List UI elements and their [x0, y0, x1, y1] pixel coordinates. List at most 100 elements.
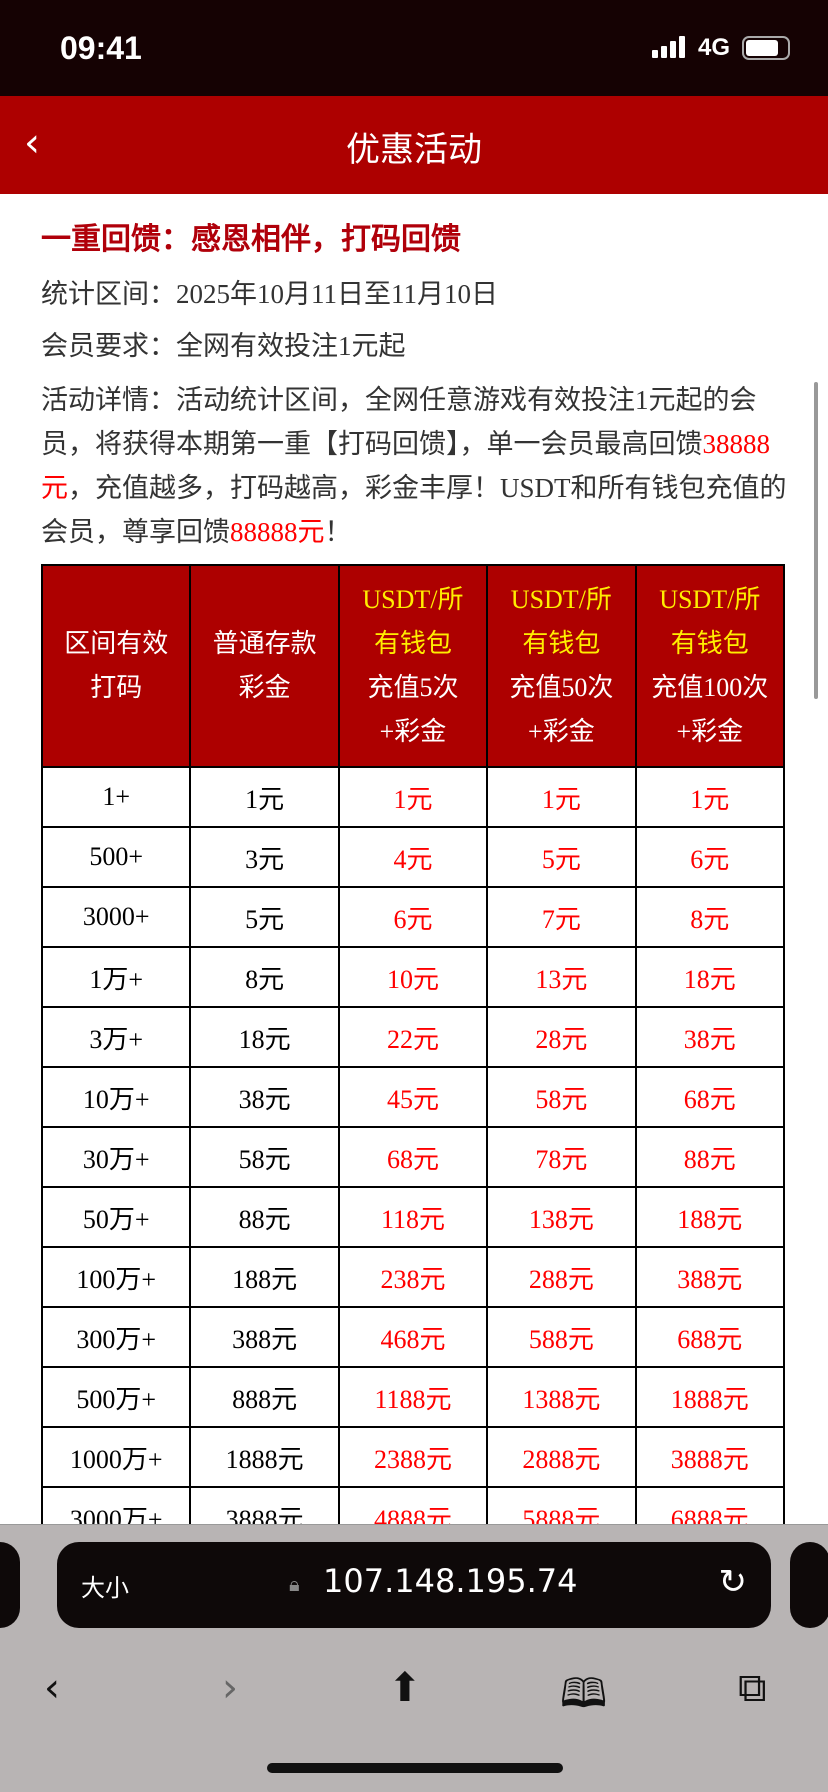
bet-range-cell: 3万+	[40, 1006, 192, 1068]
bonus-cell: 38元	[634, 1006, 786, 1068]
bonus-cell: 138元	[486, 1186, 637, 1248]
url-text[interactable]: 107.148.195.74	[323, 1562, 578, 1600]
bonus-cell: 188元	[189, 1246, 340, 1308]
nav-header: ‹ 优惠活动	[0, 96, 828, 194]
bonus-cell: 2388元	[337, 1426, 489, 1488]
bonus-cell: 238元	[337, 1246, 489, 1308]
bet-range-cell: 500万+	[40, 1366, 192, 1428]
bonus-cell: 3888元	[189, 1486, 340, 1524]
bonus-cell: 3元	[189, 826, 340, 888]
bet-range-cell: 30万+	[40, 1126, 192, 1188]
bonus-cell: 1188元	[337, 1366, 489, 1428]
back-icon[interactable]: ‹	[44, 1665, 60, 1711]
col-header-yellow: USDT/所有钱包	[659, 585, 761, 658]
forward-icon[interactable]: ›	[222, 1665, 238, 1711]
bonus-cell: 8元	[189, 946, 340, 1008]
details-text: ！	[324, 517, 352, 547]
col-header-yellow: USDT/所有钱包	[362, 585, 464, 658]
bonus-cell: 88元	[634, 1126, 786, 1188]
bonus-cell: 288元	[486, 1246, 637, 1308]
bet-range-cell: 1+	[40, 766, 192, 828]
bonus-cell: 28元	[486, 1006, 637, 1068]
next-tab-edge[interactable]	[790, 1542, 828, 1628]
bet-range-cell: 100万+	[40, 1246, 192, 1308]
promo-period: 统计区间：2025年10月11日至11月10日	[41, 279, 498, 309]
bet-range-cell: 1万+	[40, 946, 192, 1008]
bonus-cell: 1元	[634, 766, 786, 828]
bonus-cell: 4元	[337, 826, 489, 888]
details-text: 活动详情：活动统计区间，全网任意游戏有效投注1元起的会员，将获得本期第一重【打码…	[41, 385, 757, 459]
bonus-cell: 888元	[189, 1366, 340, 1428]
bet-range-cell: 1000万+	[40, 1426, 192, 1488]
address-bar[interactable]: 大小 🔒︎ 107.148.195.74 ↻	[57, 1542, 771, 1628]
bonus-cell: 1388元	[486, 1366, 637, 1428]
table-row: 100万+ 188元 238元 288元 388元	[40, 1246, 786, 1308]
table-row: 1000万+ 1888元 2388元 2888元 3888元	[40, 1426, 786, 1488]
bonus-cell: 688元	[634, 1306, 786, 1368]
bonus-cell: 6元	[337, 886, 489, 948]
bonus-cell: 45元	[337, 1066, 489, 1128]
col-header: USDT/所有钱包 充值50次+彩金	[486, 564, 637, 768]
network-type: 4G	[698, 34, 731, 61]
status-bar: 09:41 4G	[0, 0, 828, 96]
table-row: 1万+ 8元 10元 13元 18元	[40, 946, 786, 1008]
text-size-button[interactable]: 大小	[81, 1574, 129, 1602]
bonus-cell: 58元	[189, 1126, 340, 1188]
col-header: USDT/所有钱包 充值5次+彩金	[337, 564, 489, 768]
bonus-cell: 78元	[486, 1126, 637, 1188]
rebate-table: 区间有效打码 普通存款彩金 USDT/所有钱包 充值5次+彩金 USDT/所有钱包…	[40, 564, 786, 1524]
scrollbar[interactable]	[814, 382, 818, 699]
table-row: 3000+ 5元 6元 7元 8元	[40, 886, 786, 948]
promo-content[interactable]: 一重回馈：感恩相伴，打码回馈 统计区间：2025年10月11日至11月10日 会…	[0, 194, 828, 1524]
col-header-label: 充值100次+彩金	[651, 673, 769, 746]
bonus-cell: 58元	[486, 1066, 637, 1128]
battery-icon	[742, 36, 790, 60]
home-indicator	[267, 1763, 563, 1773]
bonus-cell: 1元	[189, 766, 340, 828]
bonus-cell: 68元	[634, 1066, 786, 1128]
promo-details: 活动详情：活动统计区间，全网任意游戏有效投注1元起的会员，将获得本期第一重【打码…	[41, 378, 791, 554]
bet-range-cell: 3000+	[40, 886, 192, 948]
bet-range-cell: 500+	[40, 826, 192, 888]
bonus-cell: 5888元	[486, 1486, 637, 1524]
bonus-cell: 188元	[634, 1186, 786, 1248]
bonus-cell: 68元	[337, 1126, 489, 1188]
table-row: 3万+ 18元 22元 28元 38元	[40, 1006, 786, 1068]
bonus-cell: 8元	[634, 886, 786, 948]
bonus-cell: 5元	[189, 886, 340, 948]
prev-tab-edge[interactable]	[0, 1542, 20, 1628]
bookmarks-icon[interactable]: 🕮︎	[560, 1671, 608, 1717]
bonus-cell: 13元	[486, 946, 637, 1008]
col-header-label: 普通存款彩金	[212, 629, 317, 702]
bonus-cell: 3888元	[634, 1426, 786, 1488]
share-icon[interactable]: ⬆︎	[388, 1665, 422, 1711]
col-header-yellow: USDT/所有钱包	[510, 585, 612, 658]
table-row: 10万+ 38元 45元 58元 68元	[40, 1066, 786, 1128]
table-row: 50万+ 88元 118元 138元 188元	[40, 1186, 786, 1248]
bonus-cell: 10元	[337, 946, 489, 1008]
bonus-cell: 18元	[189, 1006, 340, 1068]
bonus-cell: 6888元	[634, 1486, 786, 1524]
bonus-cell: 2888元	[486, 1426, 637, 1488]
page-title: 优惠活动	[346, 130, 482, 170]
clock: 09:41	[60, 30, 142, 66]
bonus-cell: 1元	[337, 766, 489, 828]
bonus-cell: 1元	[486, 766, 637, 828]
bet-range-cell: 300万+	[40, 1306, 192, 1368]
back-chevron-icon[interactable]: ‹	[24, 120, 40, 166]
bonus-cell: 38元	[189, 1066, 340, 1128]
lock-icon: 🔒︎	[289, 1572, 300, 1596]
bonus-cell: 388元	[189, 1306, 340, 1368]
table-row: 1+ 1元 1元 1元 1元	[40, 766, 786, 828]
signal-icon	[652, 36, 685, 58]
bonus-cell: 6元	[634, 826, 786, 888]
bonus-cell: 7元	[486, 886, 637, 948]
bet-range-cell: 3000万+	[40, 1486, 192, 1524]
bonus-cell: 22元	[337, 1006, 489, 1068]
col-header-label: 充值50次+彩金	[509, 673, 614, 746]
promo-requirement: 会员要求：全网有效投注1元起	[41, 331, 406, 361]
reload-icon[interactable]: ↻	[718, 1562, 748, 1602]
tabs-icon[interactable]: ⧉	[738, 1665, 767, 1711]
bonus-cell: 588元	[486, 1306, 637, 1368]
bonus-cell: 5元	[486, 826, 637, 888]
